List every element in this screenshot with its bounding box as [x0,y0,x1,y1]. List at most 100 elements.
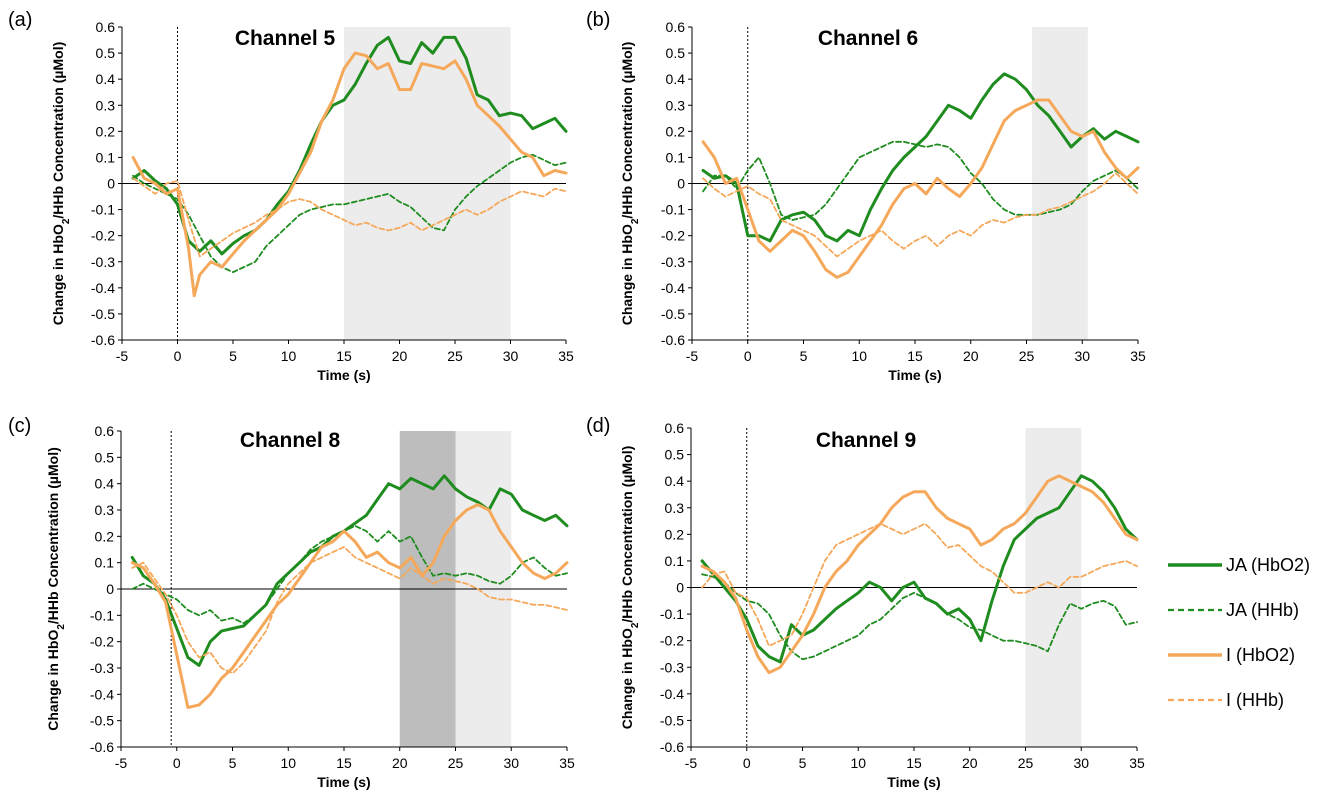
y-axis-title-part: /HHb Concentration (µMol) [50,42,66,219]
y-tick-label: -0.5 [91,306,115,322]
x-tick-label: 5 [799,755,807,771]
x-tick-label: 25 [1018,755,1034,771]
legend-label: JA (HbO2) [1226,555,1310,575]
y-tick-label: -0.3 [91,254,115,270]
panel-label: (b) [586,9,610,31]
x-tick-label: 25 [447,348,463,364]
panel-title: Channel 6 [818,27,918,50]
y-tick-label: 0.2 [665,526,685,542]
y-tick-label: -0.6 [661,332,685,348]
y-axis-title-part: Change in HbO [45,630,61,731]
x-tick-label: 20 [963,348,979,364]
x-tick-label: 20 [392,755,408,771]
y-tick-label: 0.6 [665,420,685,436]
x-tick-label: 10 [280,755,296,771]
y-tick-label: 0.5 [96,45,116,61]
y-tick-label: -0.6 [90,739,114,755]
y-tick-label: 0.4 [665,473,685,489]
x-tick-label: 5 [800,348,808,364]
y-axis-title: Change in HbO2/HHb Concentration (µMol) [45,447,67,731]
x-tick-label: 20 [962,755,978,771]
y-tick-label: -0.1 [660,606,684,622]
y-tick-label: -0.2 [661,228,685,244]
y-axis-title-part: Change in HbO [619,628,635,729]
y-tick-label: -0.1 [90,607,114,623]
x-axis-title: Time (s) [317,774,370,790]
x-tick-label: 0 [743,755,751,771]
y-tick-label: 0.5 [666,45,686,61]
x-tick-label: 30 [503,755,519,771]
x-axis-title: Time (s) [887,774,940,790]
y-axis-title-subscript: 2 [630,622,641,628]
y-tick-label: -0.6 [660,739,684,755]
series-line-ja-hbo2 [130,474,569,667]
x-tick-label: 30 [1073,755,1089,771]
y-tick-label: 0.1 [665,553,685,569]
x-tick-label: 25 [448,755,464,771]
y-tick-label: 0 [676,580,684,596]
y-tick-label: 0.3 [95,502,115,518]
y-tick-label: 0.2 [95,528,115,544]
legend-label: I (HbO2) [1226,645,1295,665]
x-tick-label: 20 [392,348,408,364]
x-tick-label: 5 [229,348,237,364]
y-tick-label: -0.5 [661,306,685,322]
y-tick-label: 0.6 [96,19,116,35]
x-tick-label: 35 [1129,755,1145,771]
x-tick-label: 35 [1130,348,1146,364]
x-tick-label: -5 [115,755,128,771]
y-tick-label: 0.4 [96,71,116,87]
x-axis-title: Time (s) [317,367,370,383]
y-tick-label: 0.5 [95,449,115,465]
x-tick-label: 25 [1019,348,1035,364]
y-tick-label: -0.5 [660,712,684,728]
x-tick-label: 10 [850,755,866,771]
y-tick-label: -0.3 [660,659,684,675]
panel-a: -0.6 -0.5 -0.4 -0.3 -0.2 -0.1 0 0.1 0.2 0.3 0.4 0.5… [8,9,574,383]
x-tick-label: -5 [116,348,129,364]
y-tick-label: 0.1 [95,555,115,571]
y-axis-title-subscript: 2 [61,218,72,224]
series-line-ja-hhb [131,524,568,625]
y-tick-label: -0.1 [91,202,115,218]
y-axis-title: Change in HbO2/HHb Concentration (µMol) [50,42,72,326]
y-tick-label: -0.4 [661,280,685,296]
x-tick-label: -5 [686,348,699,364]
x-tick-label: 15 [336,755,352,771]
y-tick-label: 0.3 [666,97,686,113]
x-tick-label: 30 [1074,348,1090,364]
series-line-i-hhb [701,522,1138,647]
panel-title: Channel 5 [235,27,336,50]
y-tick-label: -0.6 [91,332,115,348]
legend-item-ja-hhb: JA (HHb) [1168,600,1299,620]
y-tick-label: -0.4 [90,686,114,702]
series-line-i-hhb [131,546,568,675]
y-tick-label: -0.4 [91,280,115,296]
y-tick-label: -0.2 [660,633,684,649]
y-axis-title-subscript: 2 [630,218,641,224]
y-tick-label: 0.6 [95,423,115,439]
y-tick-label: 0.5 [665,447,685,463]
y-tick-label: 0.2 [666,123,686,139]
x-axis-title: Time (s) [888,367,941,383]
series-line-ja-hhb [701,573,1138,661]
panel-title: Channel 9 [816,429,916,452]
y-tick-label: 0 [107,176,115,192]
x-tick-label: 0 [174,348,182,364]
y-tick-label: -0.5 [90,713,114,729]
legend-item-ja-hbo2: JA (HbO2) [1168,555,1310,575]
y-axis-title-part: /HHb Concentration (µMol) [45,447,61,624]
y-tick-label: 0.2 [96,123,116,139]
series-line-ja-hhb [702,140,1139,221]
series-line-i-hbo2 [131,51,568,298]
series-line-i-hhb [702,172,1139,258]
panel-d: -0.6 -0.5 -0.4 -0.3 -0.2 -0.1 0 0.1 0.2 0.3 0.4 0.5… [586,415,1145,790]
x-tick-label: 0 [173,755,181,771]
panel-label: (c) [8,415,31,437]
y-axis-title: Change in HbO2/HHb Concentration (µMol) [619,42,641,326]
x-tick-label: 5 [229,755,237,771]
y-tick-label: -0.3 [90,660,114,676]
x-tick-label: 10 [281,348,297,364]
y-tick-label: -0.1 [661,202,685,218]
